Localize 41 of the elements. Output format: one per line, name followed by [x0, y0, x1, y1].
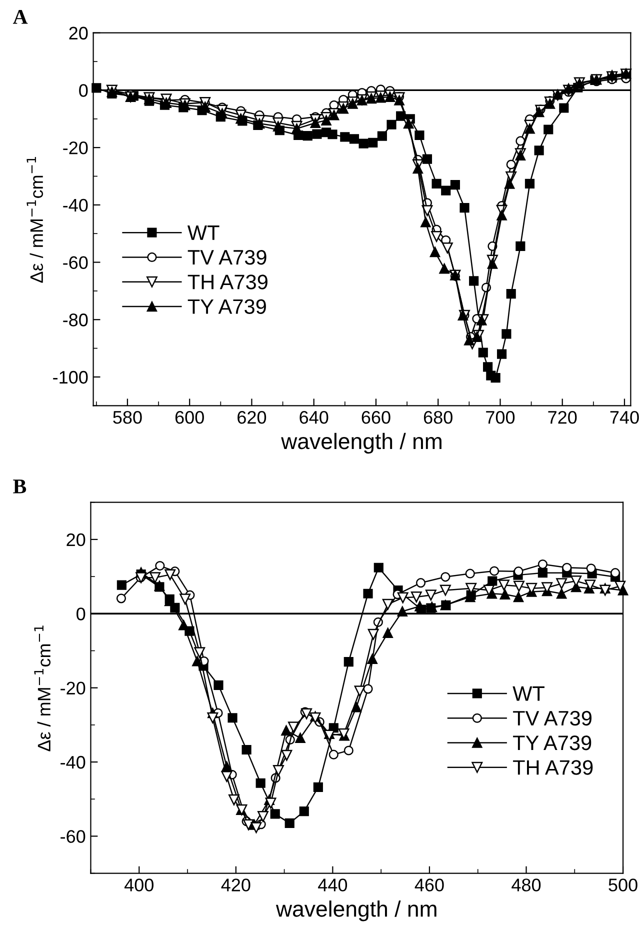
x-tick-label: 440	[318, 878, 348, 892]
legend-label: WT	[512, 686, 544, 701]
legend-label: TY A739	[513, 735, 592, 750]
x-axis-title: wavelength / nm	[276, 900, 436, 922]
y-tick-label: 0	[79, 84, 88, 97]
x-tick-label: 580	[113, 410, 142, 424]
y-tick-label: -40	[60, 756, 86, 769]
y-tick-label: 20	[66, 533, 86, 546]
y-tick-label: -20	[60, 682, 86, 695]
legend-label: TH A739	[188, 274, 268, 290]
y-tick-label: 0	[76, 608, 86, 620]
legend-label: TH A739	[513, 760, 593, 775]
x-tick-label: 640	[300, 410, 328, 424]
x-tick-label: 480	[512, 878, 541, 892]
x-tick-label: 660	[362, 410, 390, 424]
y-axis-title: Δε / mM$^{−1}$cm$^{−1}$	[26, 157, 44, 283]
legend-label: TV A739	[188, 250, 266, 265]
y-tick-label: -60	[60, 830, 86, 843]
y-tick-label: -80	[63, 314, 88, 326]
x-tick-label: 620	[238, 410, 266, 424]
y-tick-label: -100	[53, 370, 88, 384]
x-tick-label: 500	[608, 878, 638, 892]
legend-label: WT	[187, 226, 220, 240]
y-tick-label: -20	[63, 142, 88, 154]
x-tick-label: 740	[610, 410, 639, 424]
x-tick-label: 720	[548, 410, 577, 424]
y-tick-label: -40	[63, 198, 88, 212]
y-tick-label: -60	[63, 256, 88, 269]
x-tick-label: 400	[124, 878, 154, 892]
x-tick-label: 420	[221, 878, 250, 892]
x-tick-label: 460	[414, 878, 444, 892]
x-axis-title: wavelength / nm	[281, 432, 442, 454]
x-tick-label: 600	[175, 410, 204, 424]
y-tick-label: 20	[69, 26, 88, 40]
x-tick-label: 700	[486, 410, 515, 424]
y-axis-title: Δε / mM$^{−1}$cm$^{−1}$	[34, 626, 51, 752]
legend-label: TY A739	[188, 299, 266, 314]
x-tick-label: 680	[424, 410, 452, 424]
chart-title: A	[12, 10, 28, 24]
chart-title: B	[13, 480, 26, 494]
legend-label: TV A739	[513, 710, 592, 726]
